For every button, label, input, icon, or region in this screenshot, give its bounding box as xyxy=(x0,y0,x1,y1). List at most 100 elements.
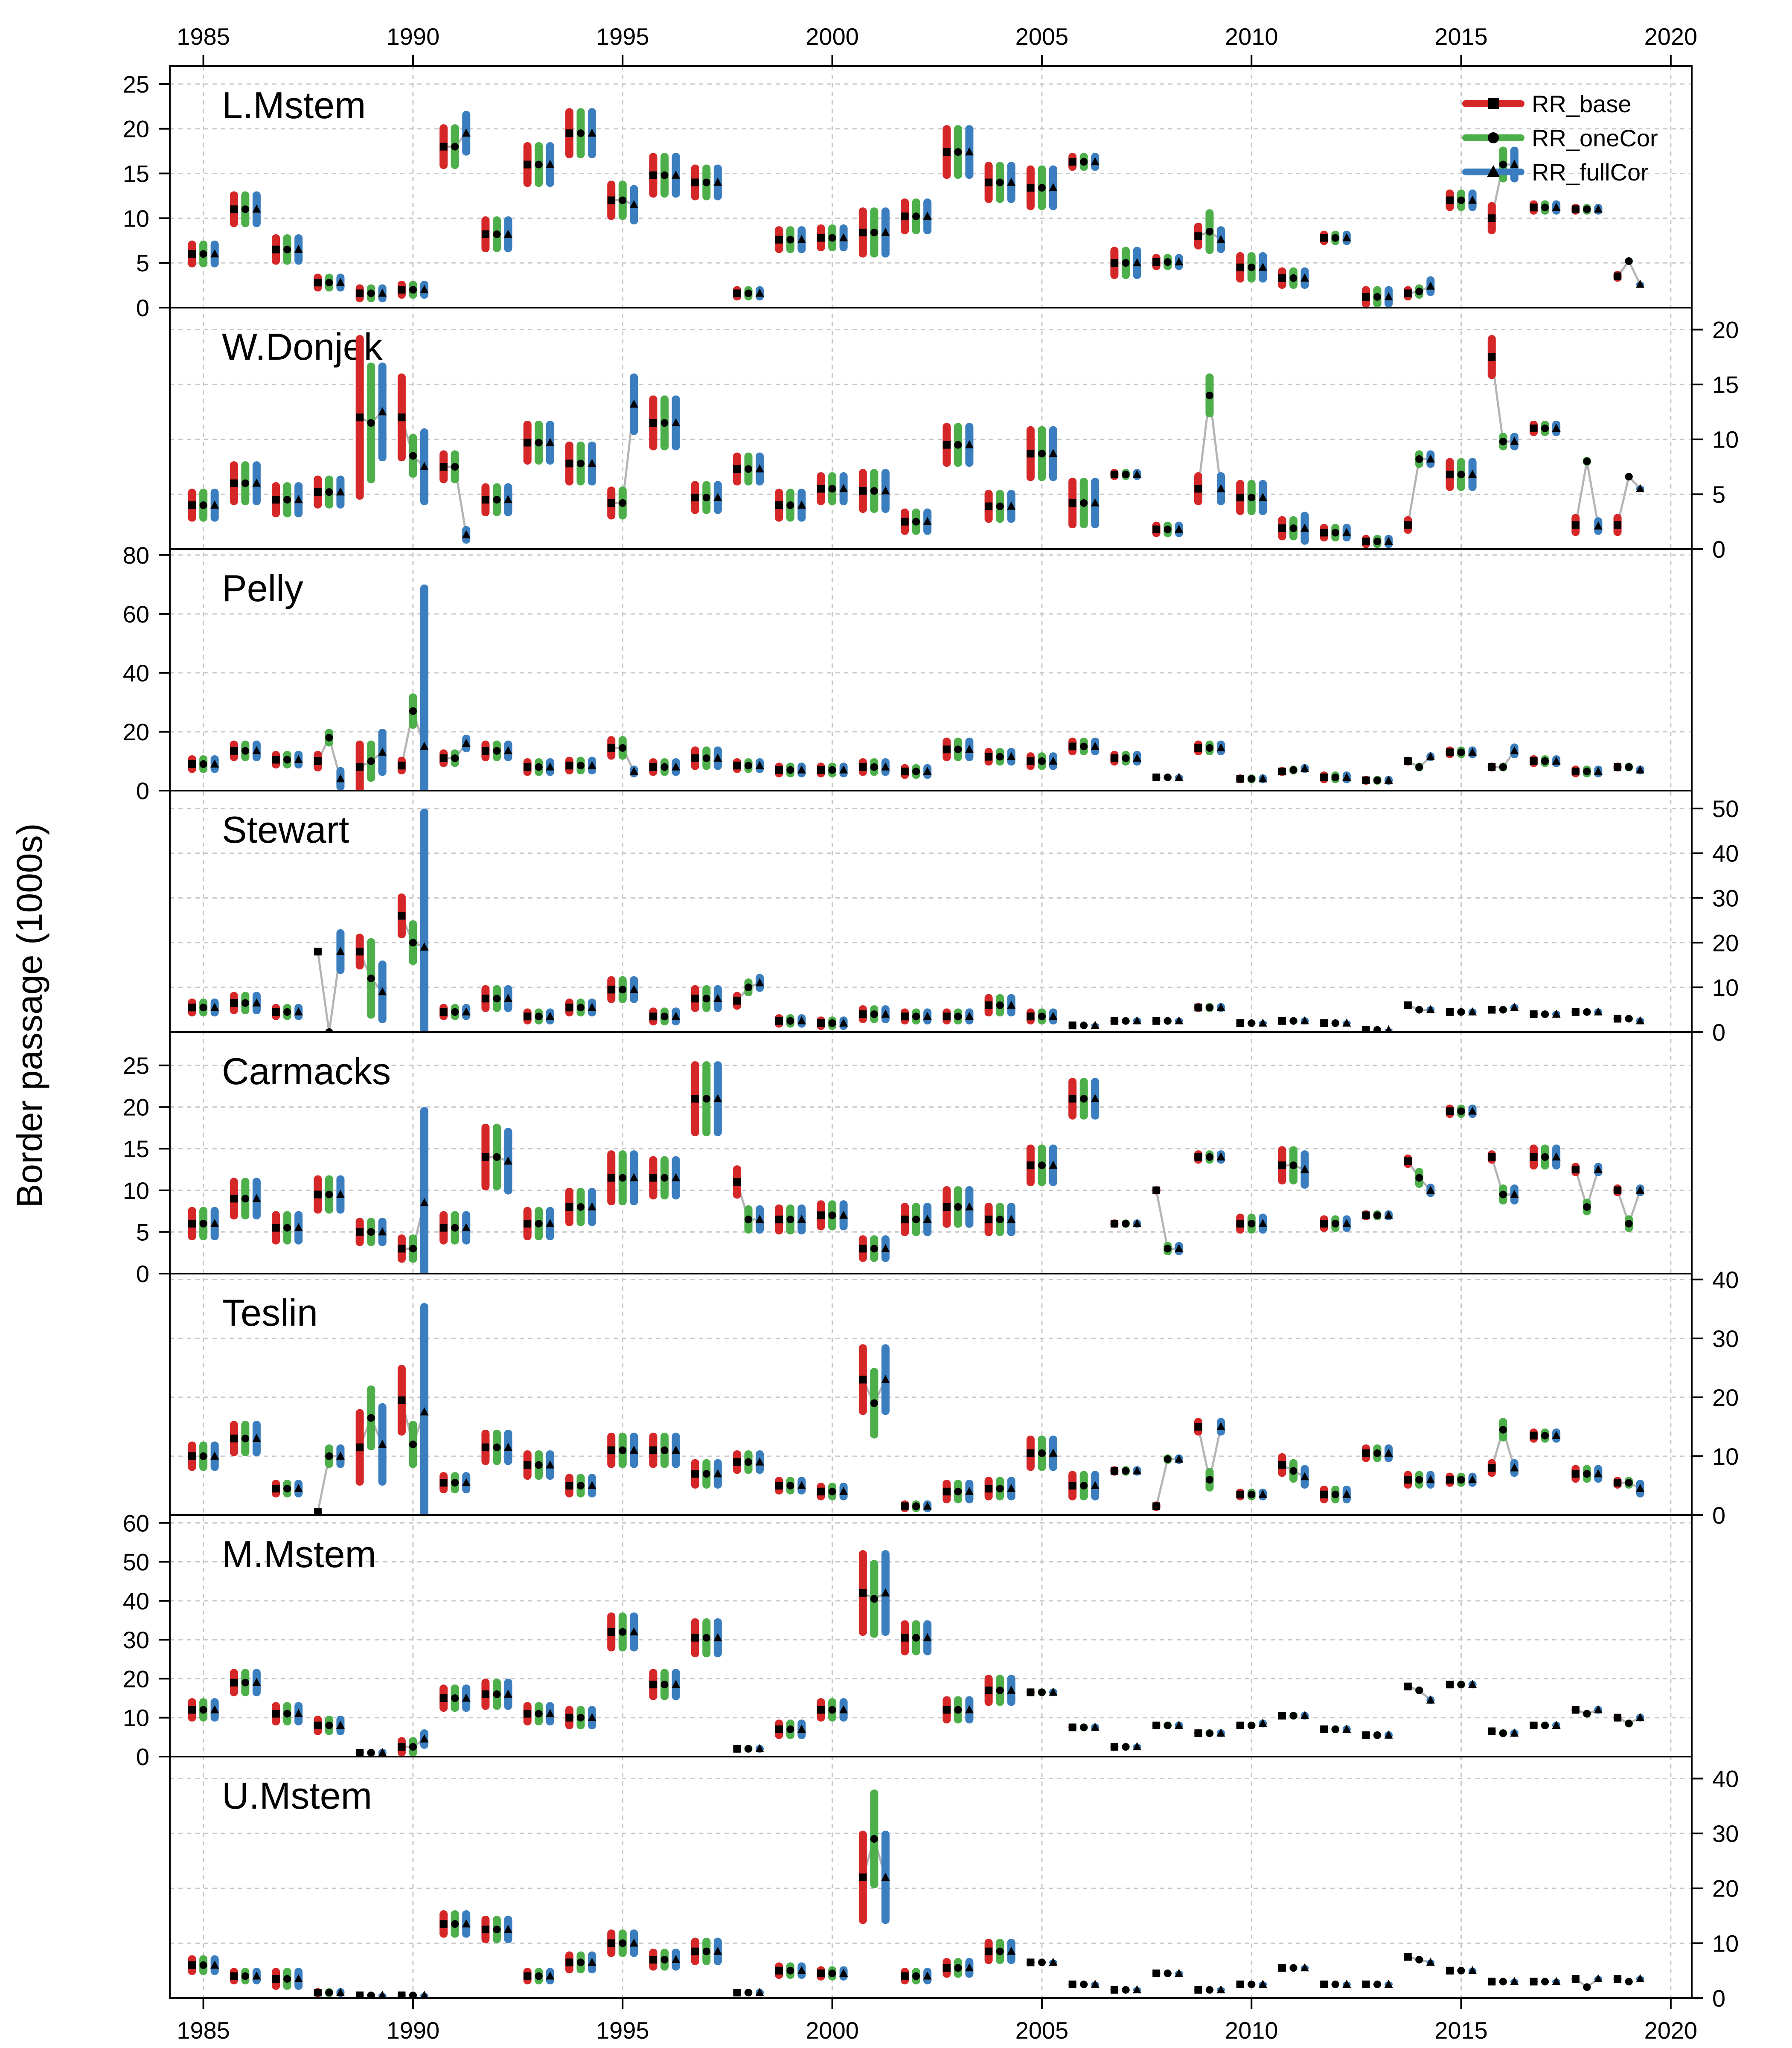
point-marker xyxy=(923,517,932,525)
point-marker xyxy=(629,399,638,408)
point-marker xyxy=(817,766,825,774)
point-marker xyxy=(1362,537,1370,545)
point-marker xyxy=(965,1705,974,1713)
panel-pelly: Pelly 0 20 40 60 80 xyxy=(123,542,1693,804)
point-marker xyxy=(325,1989,333,1997)
panel-title: L.Mstem xyxy=(222,84,366,126)
point-marker xyxy=(923,1012,932,1020)
point-marker xyxy=(1636,1974,1645,1982)
point-marker xyxy=(1426,281,1435,290)
point-marker xyxy=(1446,1476,1454,1484)
point-marker xyxy=(607,1446,615,1455)
point-marker xyxy=(378,748,387,756)
legend: RR_base RR_oneCor RR_fullCor xyxy=(1462,90,1658,186)
point-marker xyxy=(996,502,1004,510)
x-tick-label: 1985 xyxy=(177,23,230,50)
point-marker xyxy=(733,289,741,297)
point-marker xyxy=(713,994,722,1002)
panel-title: Carmacks xyxy=(222,1050,391,1092)
point-marker xyxy=(1468,195,1477,204)
point-marker xyxy=(565,1481,573,1489)
point-marker xyxy=(398,762,406,770)
point-marker xyxy=(188,760,196,768)
point-marker xyxy=(409,939,417,947)
point-marker xyxy=(1091,1979,1100,1988)
point-marker xyxy=(1541,1978,1549,1986)
point-marker xyxy=(1236,494,1244,502)
point-marker xyxy=(901,212,909,221)
point-marker xyxy=(797,235,806,243)
point-marker xyxy=(230,1679,238,1687)
point-marker xyxy=(1216,743,1225,751)
point-marker xyxy=(1205,1476,1213,1484)
point-marker xyxy=(1362,776,1370,784)
point-marker xyxy=(588,128,596,137)
point-marker xyxy=(565,1004,573,1012)
legend-label: RR_base xyxy=(1532,90,1631,117)
point-marker xyxy=(733,1178,741,1186)
y-tick-label: 0 xyxy=(1712,1985,1725,2012)
point-marker xyxy=(546,1709,555,1717)
legend-label: RR_oneCor xyxy=(1532,125,1658,151)
point-marker xyxy=(1164,525,1172,533)
y-tick-label: 80 xyxy=(123,542,149,569)
point-marker xyxy=(619,1628,627,1636)
point-marker xyxy=(1038,1449,1046,1457)
y-tick-label: 10 xyxy=(123,1177,149,1204)
point-marker xyxy=(1175,1244,1184,1252)
point-marker xyxy=(367,1991,375,1998)
point-marker xyxy=(420,1734,429,1743)
point-marker xyxy=(325,1028,333,1032)
y-tick-label: 50 xyxy=(123,1549,149,1576)
point-marker xyxy=(870,1245,878,1253)
point-marker xyxy=(797,1215,806,1223)
point-marker xyxy=(283,496,291,504)
x-tick-label: 2005 xyxy=(1015,2017,1069,2044)
point-marker xyxy=(954,1012,962,1021)
point-marker xyxy=(672,418,681,427)
point-marker xyxy=(1625,1479,1633,1487)
point-marker xyxy=(745,289,753,297)
point-marker xyxy=(1091,1021,1100,1029)
point-marker xyxy=(702,1470,710,1478)
interval-bar-rr-fullcor xyxy=(420,584,428,791)
point-marker xyxy=(1594,521,1603,529)
point-marker xyxy=(996,1001,1004,1009)
point-marker xyxy=(1552,1720,1561,1729)
point-marker xyxy=(923,1633,932,1641)
point-marker xyxy=(1175,1720,1184,1729)
point-marker xyxy=(283,1975,291,1983)
point-marker xyxy=(1205,1729,1213,1737)
point-marker xyxy=(1132,258,1141,267)
point-marker xyxy=(1007,1215,1016,1223)
point-marker xyxy=(901,1972,909,1980)
point-marker xyxy=(409,1440,417,1449)
point-marker xyxy=(1216,235,1225,243)
point-marker xyxy=(524,160,532,169)
point-marker xyxy=(356,763,364,771)
point-marker xyxy=(1404,1953,1412,1961)
point-marker xyxy=(576,1958,585,1967)
point-marker xyxy=(1175,1454,1184,1463)
point-marker xyxy=(965,147,974,156)
point-marker xyxy=(588,1003,596,1011)
point-marker xyxy=(1080,1095,1088,1103)
point-marker xyxy=(1331,234,1339,242)
point-marker xyxy=(199,760,207,768)
point-marker xyxy=(439,463,448,471)
point-marker xyxy=(649,1681,657,1689)
point-marker xyxy=(649,1955,657,1964)
point-marker xyxy=(1426,1185,1435,1194)
point-marker xyxy=(252,1971,261,1980)
point-marker xyxy=(619,499,627,507)
point-marker xyxy=(462,1693,471,1702)
point-marker xyxy=(1404,757,1412,765)
point-marker xyxy=(901,768,909,776)
y-tick-label: 0 xyxy=(136,294,149,321)
point-marker xyxy=(1488,353,1496,361)
point-marker xyxy=(451,1479,459,1487)
point-marker xyxy=(713,753,722,762)
point-marker xyxy=(943,1203,951,1211)
point-marker xyxy=(755,1215,764,1223)
point-marker xyxy=(1091,498,1100,506)
